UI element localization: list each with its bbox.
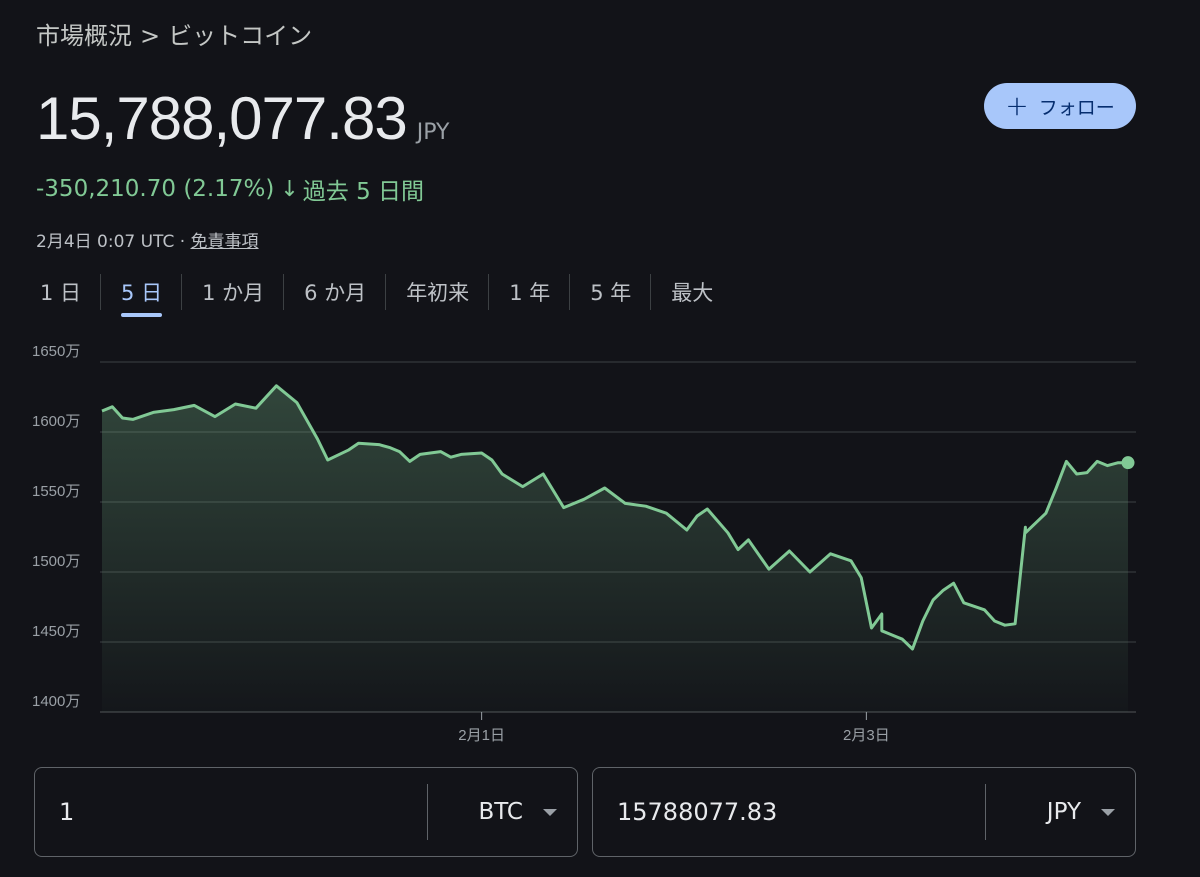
chart-area-fill [102, 385, 1128, 712]
converter-to: 15788077.83 JPY [592, 767, 1136, 857]
follow-button[interactable]: + フォロー [984, 83, 1136, 129]
timestamp-row: 2月4日 0:07 UTC · 免責事項 [36, 227, 259, 252]
chart-current-point [1121, 456, 1135, 470]
disclaimer-link[interactable]: 免責事項 [190, 232, 259, 252]
change-period: 過去 5 日間 [302, 179, 425, 205]
tab-1-day[interactable]: 1 日 [20, 272, 102, 312]
y-tick-label: 1400万 [32, 693, 80, 710]
follow-label: フォロー [1038, 96, 1115, 119]
price-currency: JPY [416, 120, 450, 145]
from-unit-select[interactable]: BTC [427, 784, 577, 840]
breadcrumb-parent-link[interactable]: 市場概況 [36, 22, 132, 50]
timestamp-text: 2月4日 0:07 UTC [36, 232, 175, 252]
converter-from: 1 BTC [34, 767, 578, 857]
current-price: 15,788,077.83 [36, 85, 408, 152]
x-tick-label: 2月1日 [458, 727, 505, 744]
y-tick-label: 1550万 [32, 483, 80, 500]
chevron-down-icon [543, 808, 557, 816]
plus-icon: + [1005, 89, 1029, 122]
breadcrumb-separator: > [140, 22, 161, 50]
tab-ytd[interactable]: 年初来 [386, 272, 490, 312]
tab-1-year[interactable]: 1 年 [489, 272, 571, 312]
tab-1-month[interactable]: 1 か月 [182, 272, 285, 312]
chart-price-line [101, 384, 1129, 651]
price-row: 15,788,077.83 JPY [36, 84, 449, 153]
tab-6-month[interactable]: 6 か月 [284, 272, 387, 312]
change-amount: -350,210.70 [36, 176, 176, 202]
change-percent: (2.17%) [183, 176, 275, 202]
to-amount-input[interactable]: 15788077.83 [617, 798, 778, 826]
x-tick-label: 2月3日 [843, 727, 890, 744]
time-range-tabs: 1 日 5 日 1 か月 6 か月 年初来 1 年 5 年 最大 [20, 272, 733, 318]
price-chart[interactable]: 1650万 1600万 1550万 1500万 1450万 1400万 2月1日 2月3日 [0, 335, 1200, 755]
y-tick-label: 1500万 [32, 553, 80, 570]
chevron-down-icon [1101, 808, 1115, 816]
y-tick-label: 1650万 [32, 343, 80, 360]
y-tick-label: 1600万 [32, 413, 80, 430]
to-unit-label: JPY [1046, 799, 1081, 825]
breadcrumb-current: ビットコイン [168, 22, 313, 50]
from-unit-label: BTC [478, 799, 523, 825]
y-tick-label: 1450万 [32, 623, 80, 640]
arrow-down-icon: ↓ [280, 176, 299, 202]
price-change: -350,210.70 (2.17%) ↓ 過去 5 日間 [36, 172, 424, 206]
tab-5-day[interactable]: 5 日 [101, 272, 183, 317]
from-amount-input[interactable]: 1 [59, 798, 75, 826]
to-unit-select[interactable]: JPY [985, 784, 1135, 840]
breadcrumb: 市場概況 > ビットコイン [36, 16, 312, 51]
timestamp-separator: · [179, 232, 186, 252]
tab-max[interactable]: 最大 [671, 281, 714, 305]
tab-5-year[interactable]: 5 年 [570, 272, 652, 312]
